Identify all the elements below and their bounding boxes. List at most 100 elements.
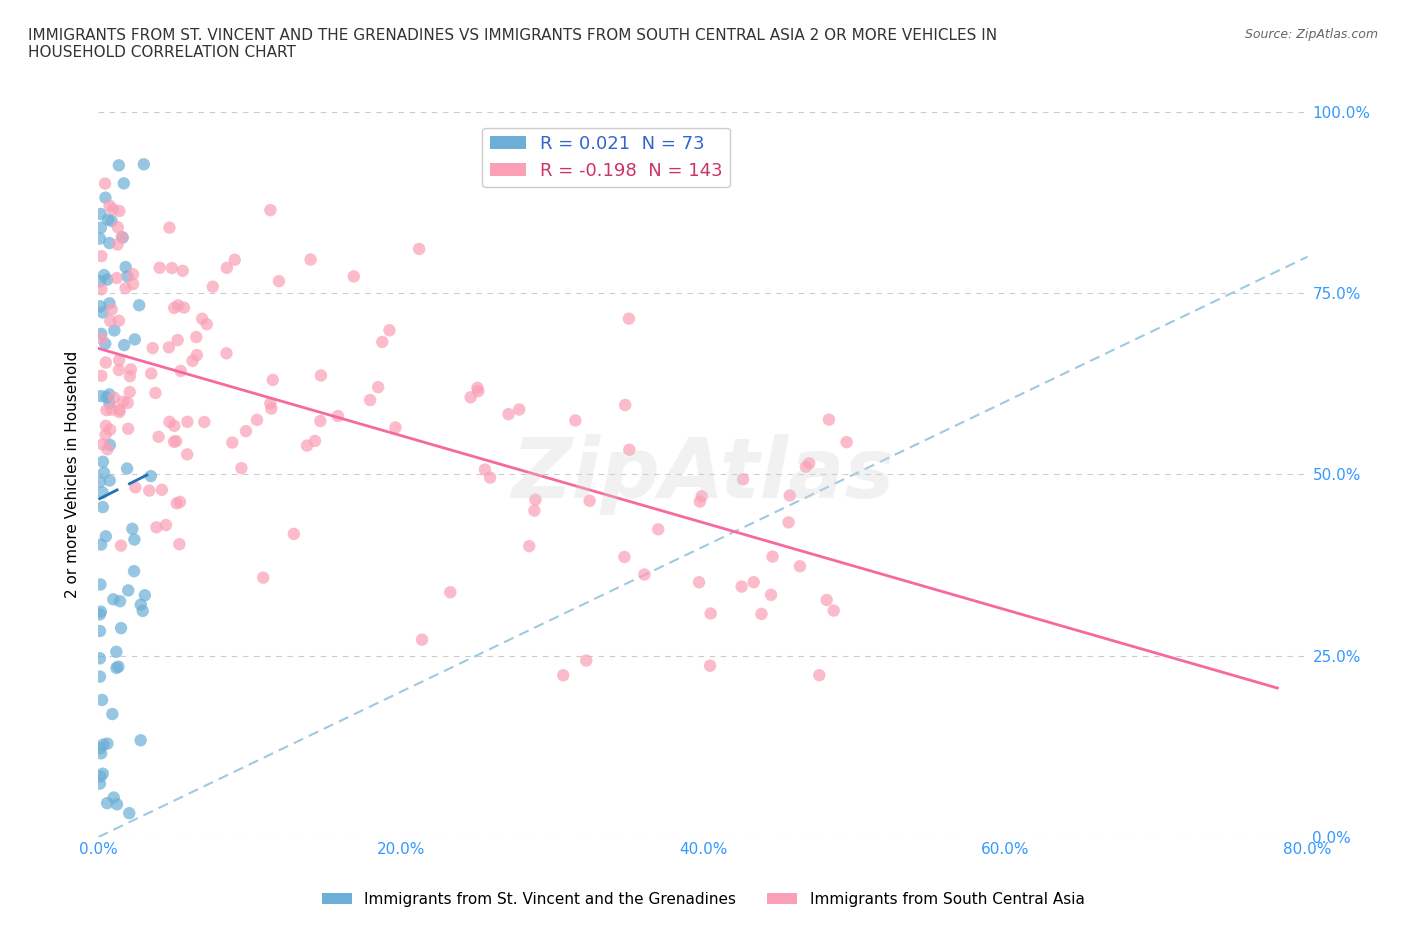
Immigrants from South Central Asia xyxy=(176,447,198,462)
Immigrants from St. Vincent and the Grenadines xyxy=(98,235,121,250)
Immigrants from South Central Asia xyxy=(107,237,129,252)
Immigrants from South Central Asia xyxy=(159,220,181,235)
Immigrants from St. Vincent and the Grenadines xyxy=(121,522,143,537)
Immigrants from South Central Asia xyxy=(633,567,655,582)
Immigrants from St. Vincent and the Grenadines xyxy=(90,604,112,619)
Immigrants from South Central Asia xyxy=(617,312,640,326)
Immigrants from St. Vincent and the Grenadines xyxy=(89,777,111,791)
Immigrants from St. Vincent and the Grenadines xyxy=(90,206,112,221)
Immigrants from St. Vincent and the Grenadines xyxy=(94,529,117,544)
Immigrants from South Central Asia xyxy=(564,413,586,428)
Immigrants from St. Vincent and the Grenadines xyxy=(98,387,121,402)
Text: Source: ZipAtlas.com: Source: ZipAtlas.com xyxy=(1244,28,1378,41)
Immigrants from St. Vincent and the Grenadines xyxy=(98,396,121,411)
Immigrants from St. Vincent and the Grenadines xyxy=(91,305,114,320)
Immigrants from South Central Asia xyxy=(145,385,167,400)
Immigrants from South Central Asia xyxy=(815,592,838,607)
Immigrants from South Central Asia xyxy=(122,277,145,292)
Immigrants from South Central Asia xyxy=(118,385,141,400)
Immigrants from South Central Asia xyxy=(259,396,281,411)
Immigrants from South Central Asia xyxy=(699,606,721,621)
Immigrants from South Central Asia xyxy=(690,489,713,504)
Immigrants from South Central Asia xyxy=(100,302,122,317)
Immigrants from South Central Asia xyxy=(117,421,139,436)
Immigrants from South Central Asia xyxy=(523,503,546,518)
Immigrants from South Central Asia xyxy=(90,282,112,297)
Immigrants from South Central Asia xyxy=(94,176,117,191)
Immigrants from South Central Asia xyxy=(122,267,145,282)
Immigrants from South Central Asia xyxy=(150,483,173,498)
Immigrants from South Central Asia xyxy=(759,588,782,603)
Immigrants from South Central Asia xyxy=(408,242,430,257)
Immigrants from South Central Asia xyxy=(326,408,349,423)
Immigrants from South Central Asia xyxy=(359,392,381,407)
Immigrants from St. Vincent and the Grenadines xyxy=(108,593,131,608)
Immigrants from St. Vincent and the Grenadines xyxy=(90,389,112,404)
Immigrants from South Central Asia xyxy=(163,300,186,315)
Immigrants from South Central Asia xyxy=(730,579,752,594)
Immigrants from St. Vincent and the Grenadines xyxy=(93,465,115,480)
Immigrants from St. Vincent and the Grenadines xyxy=(122,564,145,578)
Immigrants from St. Vincent and the Grenadines xyxy=(89,670,111,684)
Immigrants from South Central Asia xyxy=(170,364,193,379)
Immigrants from South Central Asia xyxy=(108,352,131,367)
Immigrants from St. Vincent and the Grenadines xyxy=(89,741,111,756)
Immigrants from South Central Asia xyxy=(94,418,117,433)
Immigrants from St. Vincent and the Grenadines xyxy=(103,790,125,805)
Immigrants from South Central Asia xyxy=(304,433,326,448)
Immigrants from South Central Asia xyxy=(751,606,773,621)
Immigrants from St. Vincent and the Grenadines xyxy=(89,232,111,246)
Immigrants from St. Vincent and the Grenadines xyxy=(128,298,150,312)
Immigrants from South Central Asia xyxy=(231,460,253,475)
Immigrants from St. Vincent and the Grenadines xyxy=(107,659,129,674)
Immigrants from St. Vincent and the Grenadines xyxy=(94,337,117,352)
Immigrants from South Central Asia xyxy=(378,323,401,338)
Immigrants from South Central Asia xyxy=(91,437,114,452)
Immigrants from South Central Asia xyxy=(108,204,131,219)
Immigrants from St. Vincent and the Grenadines xyxy=(105,644,128,659)
Immigrants from South Central Asia xyxy=(246,412,269,427)
Immigrants from St. Vincent and the Grenadines xyxy=(103,323,125,338)
Immigrants from South Central Asia xyxy=(98,313,121,328)
Immigrants from South Central Asia xyxy=(688,575,710,590)
Immigrants from South Central Asia xyxy=(578,493,600,508)
Immigrants from St. Vincent and the Grenadines xyxy=(132,604,155,618)
Immigrants from South Central Asia xyxy=(371,335,394,350)
Immigrants from South Central Asia xyxy=(467,380,489,395)
Immigrants from St. Vincent and the Grenadines xyxy=(100,214,122,229)
Immigrants from South Central Asia xyxy=(835,434,858,449)
Immigrants from South Central Asia xyxy=(105,271,128,286)
Immigrants from South Central Asia xyxy=(252,570,274,585)
Immigrants from South Central Asia xyxy=(309,414,332,429)
Immigrants from St. Vincent and the Grenadines xyxy=(132,157,155,172)
Immigrants from St. Vincent and the Grenadines xyxy=(139,469,162,484)
Immigrants from South Central Asia xyxy=(186,329,208,344)
Immigrants from St. Vincent and the Grenadines xyxy=(91,766,114,781)
Immigrants from South Central Asia xyxy=(384,420,406,435)
Immigrants from St. Vincent and the Grenadines xyxy=(108,158,131,173)
Immigrants from South Central Asia xyxy=(508,402,530,417)
Immigrants from St. Vincent and the Grenadines xyxy=(89,273,111,288)
Immigrants from St. Vincent and the Grenadines xyxy=(117,269,139,284)
Immigrants from St. Vincent and the Grenadines xyxy=(118,805,141,820)
Immigrants from St. Vincent and the Grenadines xyxy=(89,607,111,622)
Immigrants from South Central Asia xyxy=(165,433,187,448)
Immigrants from South Central Asia xyxy=(163,434,186,449)
Legend: Immigrants from St. Vincent and the Grenadines, Immigrants from South Central As: Immigrants from St. Vincent and the Gren… xyxy=(315,886,1091,913)
Immigrants from South Central Asia xyxy=(699,658,721,673)
Immigrants from South Central Asia xyxy=(343,269,366,284)
Immigrants from South Central Asia xyxy=(186,348,208,363)
Immigrants from South Central Asia xyxy=(108,405,131,419)
Immigrants from St. Vincent and the Grenadines xyxy=(96,737,118,751)
Immigrants from South Central Asia xyxy=(778,515,800,530)
Immigrants from St. Vincent and the Grenadines xyxy=(90,746,112,761)
Immigrants from South Central Asia xyxy=(295,438,318,453)
Text: ZipAtlas: ZipAtlas xyxy=(512,433,894,515)
Immigrants from South Central Asia xyxy=(524,492,547,507)
Immigrants from South Central Asia xyxy=(517,538,540,553)
Immigrants from St. Vincent and the Grenadines xyxy=(103,591,125,606)
Immigrants from South Central Asia xyxy=(96,442,118,457)
Immigrants from St. Vincent and the Grenadines xyxy=(89,474,111,489)
Legend: R = 0.021  N = 73, R = -0.198  N = 143: R = 0.021 N = 73, R = -0.198 N = 143 xyxy=(482,128,730,187)
Immigrants from South Central Asia xyxy=(191,312,214,326)
